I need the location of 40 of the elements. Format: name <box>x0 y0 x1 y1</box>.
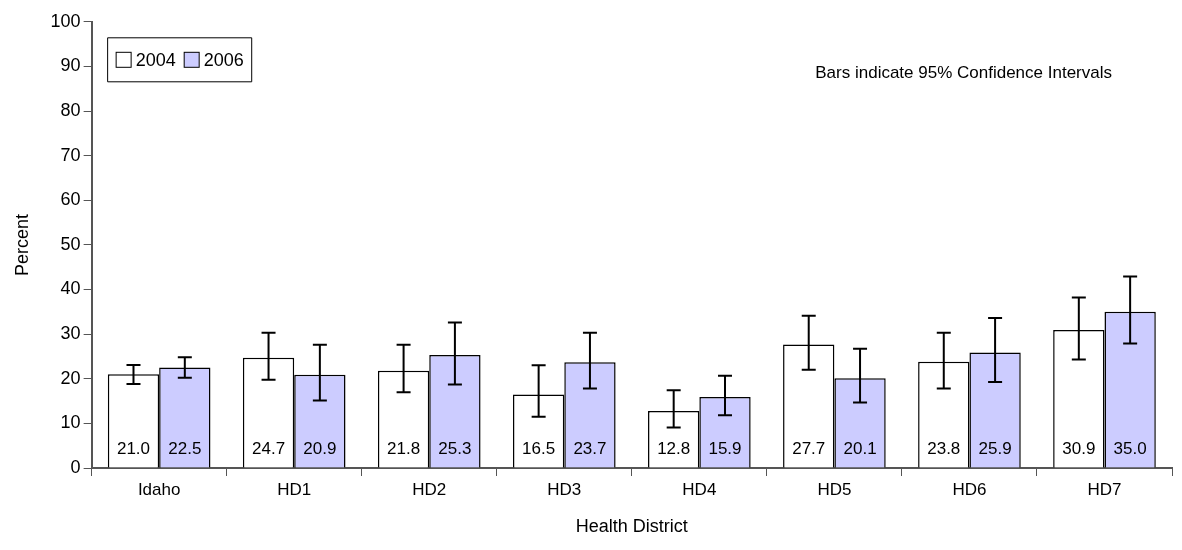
y-tick-label: 60 <box>60 189 81 210</box>
y-tick-label: 30 <box>60 323 81 344</box>
y-tick-label: 100 <box>50 10 81 31</box>
data-label: 21.0 <box>116 438 151 458</box>
x-tick-label: HD1 <box>277 479 312 499</box>
x-tick-label: HD2 <box>412 479 447 499</box>
data-label: 23.7 <box>573 438 607 458</box>
data-label: 21.8 <box>387 438 421 458</box>
data-label: 23.8 <box>927 438 961 458</box>
data-label: 22.5 <box>168 438 202 458</box>
y-axis-title: Percent <box>11 213 32 276</box>
data-label: 15.9 <box>708 438 742 458</box>
y-tick-label: 50 <box>60 233 81 254</box>
y-tick-label: 0 <box>70 456 81 477</box>
x-tick-label: HD3 <box>547 479 582 499</box>
data-label: 20.1 <box>843 438 877 458</box>
x-tick-label: HD6 <box>952 479 987 499</box>
y-tick-label: 20 <box>60 367 81 388</box>
y-tick-label: 40 <box>60 278 81 299</box>
data-label: 30.9 <box>1062 438 1096 458</box>
data-label: 25.3 <box>438 438 472 458</box>
data-label: 12.8 <box>657 438 691 458</box>
y-tick-label: 90 <box>60 55 81 76</box>
data-label: 27.7 <box>792 438 826 458</box>
y-tick-label: 10 <box>60 412 81 433</box>
data-label: 25.9 <box>978 438 1012 458</box>
legend-label: 2006 <box>203 49 244 70</box>
x-axis-title: Health District <box>575 516 688 537</box>
data-label: 35.0 <box>1113 438 1147 458</box>
y-tick-label: 80 <box>60 100 81 121</box>
annotation: Bars indicate 95% Confidence Intervals <box>815 63 1112 83</box>
y-tick-label: 70 <box>60 144 81 165</box>
x-tick-label: HD5 <box>817 479 852 499</box>
legend-label: 2004 <box>135 49 176 70</box>
data-label: 24.7 <box>252 438 286 458</box>
data-label: 16.5 <box>522 438 556 458</box>
x-tick-label: HD4 <box>682 479 717 499</box>
x-tick-label: Idaho <box>137 479 181 499</box>
data-label: 20.9 <box>303 438 337 458</box>
x-tick-label: HD7 <box>1087 479 1122 499</box>
